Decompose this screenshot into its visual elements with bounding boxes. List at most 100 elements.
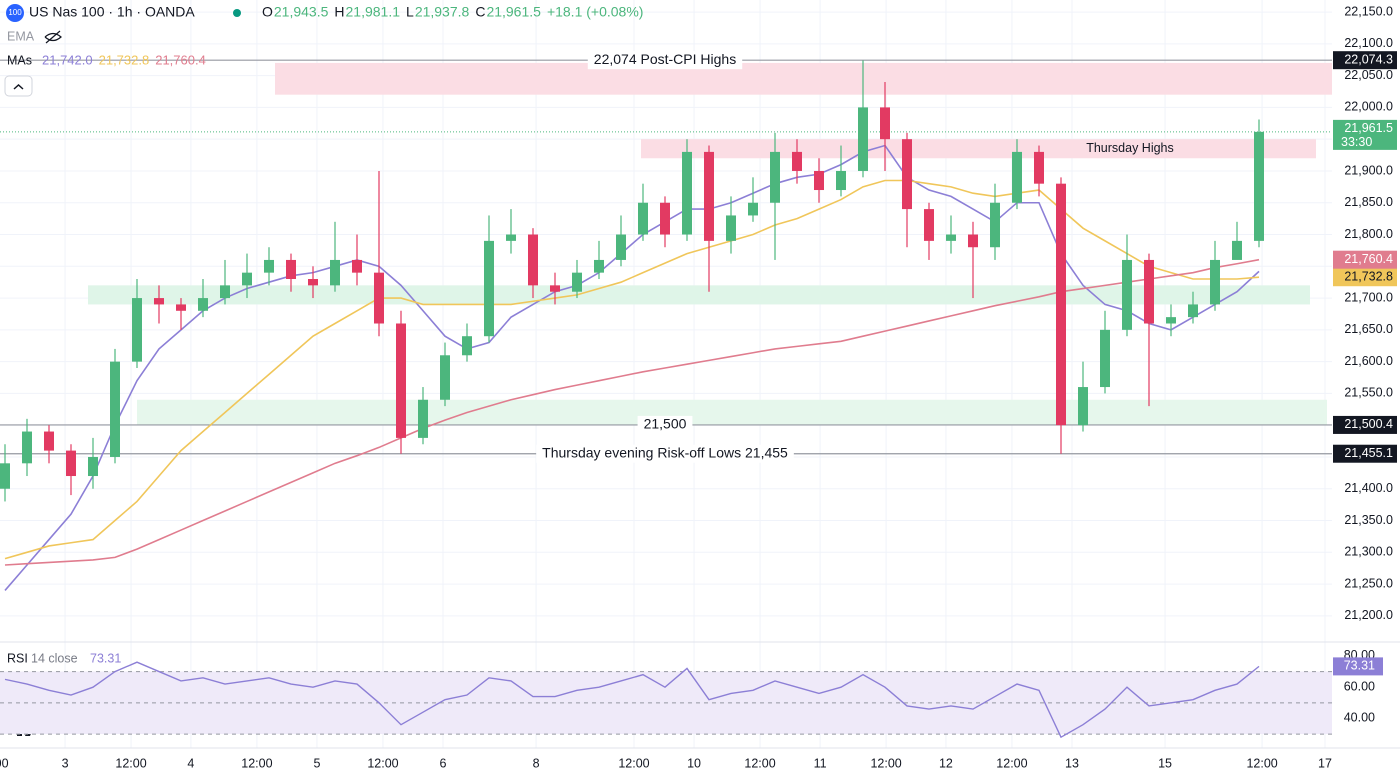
last-price-badge — [1333, 119, 1397, 150]
candle-body — [616, 234, 626, 260]
x-tick-label: 12:00 — [0, 756, 9, 770]
candle-body — [396, 323, 406, 438]
candle-body — [550, 285, 560, 292]
candle-body — [704, 151, 714, 241]
ohlc-value: 21,981.1 — [346, 4, 401, 20]
rsi-title: RSI — [7, 651, 28, 665]
candle-body — [1078, 387, 1088, 426]
candle-body — [814, 170, 824, 191]
level-badge-label: 22,074.3 — [1344, 52, 1393, 66]
candle-body — [968, 234, 978, 248]
rsi-line — [4, 661, 1260, 739]
rsi-params: 14 close — [31, 651, 78, 665]
level-badge-label: 21,500.4 — [1344, 417, 1393, 431]
candle-body — [1232, 240, 1242, 260]
ma-badge — [1333, 250, 1397, 269]
ohlc-value: 21,943.5 — [274, 4, 329, 20]
candle-body — [858, 107, 868, 171]
price-axis: 22,150.022,100.022,050.022,000.021,950.0… — [1333, 4, 1397, 725]
level-text: Thursday evening Risk-off Lows 21,455 — [542, 444, 788, 460]
y-tick-label: 21,200.0 — [1344, 608, 1393, 622]
candle-body — [1100, 329, 1110, 388]
y-tick-label: 22,000.0 — [1344, 100, 1393, 114]
candle-body — [352, 259, 362, 273]
x-tick-label: 12:00 — [241, 756, 272, 770]
symbol-badge-text: 100 — [8, 8, 22, 17]
candle-body — [726, 215, 736, 241]
ma-legend-value: 21,760.4 — [155, 52, 206, 67]
x-tick-label: 12:00 — [1246, 756, 1277, 770]
x-tick-label: 4 — [187, 756, 194, 770]
x-tick-label: 15 — [1158, 756, 1172, 770]
candle-body — [660, 202, 670, 235]
zone — [137, 399, 1327, 426]
ohlc-key: C — [475, 4, 485, 20]
zone — [641, 139, 1316, 159]
x-tick-label: 12:00 — [115, 756, 146, 770]
candle-body — [330, 259, 340, 286]
x-tick-label: 12:00 — [996, 756, 1027, 770]
ma-line — [4, 258, 1260, 566]
y-tick-label: 21,250.0 — [1344, 576, 1393, 590]
level-text: 21,500 — [644, 416, 687, 432]
level-badge — [1333, 51, 1397, 70]
change: +18.1 (+0.08%) — [547, 4, 644, 20]
x-tick-label: 6 — [440, 756, 447, 770]
candle-body — [506, 234, 516, 241]
candle-body — [1254, 131, 1264, 241]
candle-body — [66, 450, 76, 477]
candle-body — [132, 298, 142, 362]
candle-body — [924, 209, 934, 241]
y-tick-label: 21,550.0 — [1344, 386, 1393, 400]
x-tick-label: 12:00 — [367, 756, 398, 770]
x-tick-label: 3 — [62, 756, 69, 770]
y-tick-label: 22,100.0 — [1344, 36, 1393, 50]
candle-body — [242, 272, 252, 286]
x-tick-label: 12:00 — [618, 756, 649, 770]
symbol-badge — [6, 4, 24, 22]
candle-body — [264, 259, 274, 273]
candle-body — [484, 240, 494, 337]
countdown: 33:30 — [1341, 135, 1372, 149]
candle-body — [418, 399, 428, 438]
ui-button[interactable] — [4, 75, 33, 97]
x-tick-label: 10 — [687, 756, 701, 770]
y-tick-label: 21,650.0 — [1344, 322, 1393, 336]
candle-body — [528, 234, 538, 286]
candle-body — [572, 272, 582, 292]
ohlc-key: O — [262, 4, 273, 20]
y-tick-label: 21,350.0 — [1344, 513, 1393, 527]
candle-body — [792, 151, 802, 171]
x-tick-label: 11 — [814, 756, 827, 770]
rsi-tick-label: 60.00 — [1344, 679, 1375, 693]
candle-body — [44, 431, 54, 451]
candle-body — [880, 107, 890, 140]
ohlc-value: 21,961.5 — [486, 4, 541, 20]
ma-badge — [1333, 268, 1397, 287]
symbol-title: US Nas 100 · 1h · OANDA — [29, 4, 195, 20]
candle-body — [286, 259, 296, 280]
candle-body — [22, 431, 32, 464]
level-text-bg — [637, 415, 693, 434]
ma-legend-value: 21,742.0 — [42, 52, 93, 67]
candle-body — [220, 285, 230, 299]
y-tick-label: 22,050.0 — [1344, 68, 1393, 82]
candle-body — [0, 463, 10, 489]
candle-body — [154, 298, 164, 305]
ma-legend-value: 21,732.8 — [99, 52, 150, 67]
zone-label: Thursday Highs — [1086, 141, 1174, 155]
candle-body — [198, 298, 208, 311]
ma-line — [4, 144, 1260, 591]
ohlc-value: 21,937.8 — [415, 4, 470, 20]
candle-body — [462, 336, 472, 356]
y-tick-label: 21,300.0 — [1344, 545, 1393, 559]
y-tick-label: 21,400.0 — [1344, 481, 1393, 495]
candle-body — [638, 202, 648, 235]
ma-line — [4, 179, 1260, 560]
candle-body — [594, 259, 604, 273]
x-tick-label: 8 — [533, 756, 540, 770]
indicator-name: EMA — [7, 29, 35, 43]
candle-body — [1144, 259, 1154, 324]
